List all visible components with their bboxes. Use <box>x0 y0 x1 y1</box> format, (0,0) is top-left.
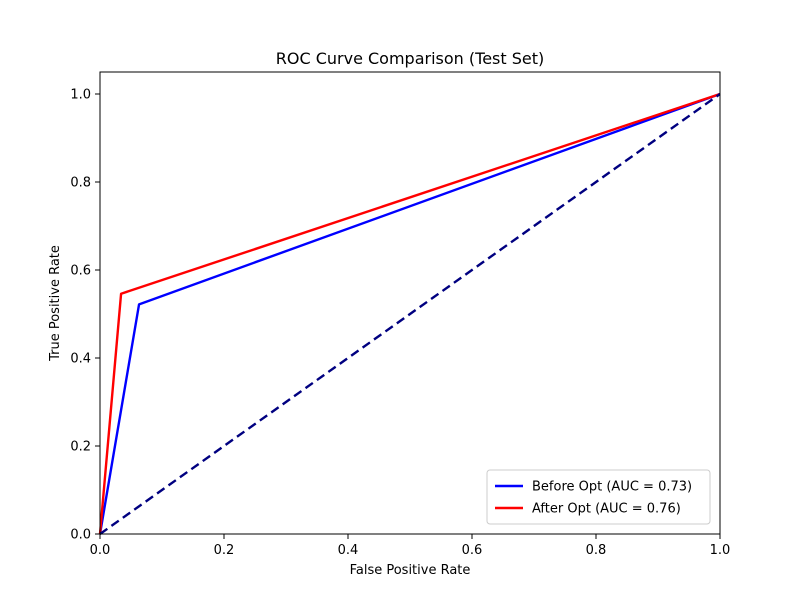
x-tick-label: 0.4 <box>338 543 359 558</box>
x-tick-label: 0.0 <box>90 543 111 558</box>
y-tick-label: 0.8 <box>70 176 91 191</box>
tick-labels-group: 0.0 0.2 0.4 0.6 0.8 1.0 0.0 0.2 0.4 0.6 0.8 1.0 <box>70 88 730 559</box>
x-axis-label: False Positive Rate <box>350 563 471 578</box>
y-tick-label: 0.6 <box>70 264 91 279</box>
diagonal-reference-line <box>99 93 721 535</box>
x-tick-label: 0.2 <box>214 543 235 558</box>
x-tick-label: 0.8 <box>586 543 607 558</box>
plot-frame <box>99 71 721 535</box>
x-tick-label: 0.6 <box>462 543 483 558</box>
y-tick-label: 0.2 <box>70 440 91 455</box>
series-line-0 <box>98 92 721 535</box>
legend-entry-label: Before Opt (AUC = 0.73) <box>532 480 692 495</box>
y-tick-label: 0.0 <box>70 528 91 543</box>
legend: Before Opt (AUC = 0.73) After Opt (AUC = … <box>486 469 711 525</box>
x-tick-label: 1.0 <box>710 543 731 558</box>
tick-marks-group <box>95 93 721 539</box>
chart-title: ROC Curve Comparison (Test Set) <box>276 49 545 68</box>
series-line-1 <box>98 92 721 535</box>
legend-box <box>486 469 711 525</box>
legend-entry-label: After Opt (AUC = 0.76) <box>532 502 681 517</box>
plot-lines-group <box>98 92 721 535</box>
y-axis-label: True Positive Rate <box>48 245 63 362</box>
y-tick-label: 0.4 <box>70 352 91 367</box>
y-tick-label: 1.0 <box>70 88 91 103</box>
